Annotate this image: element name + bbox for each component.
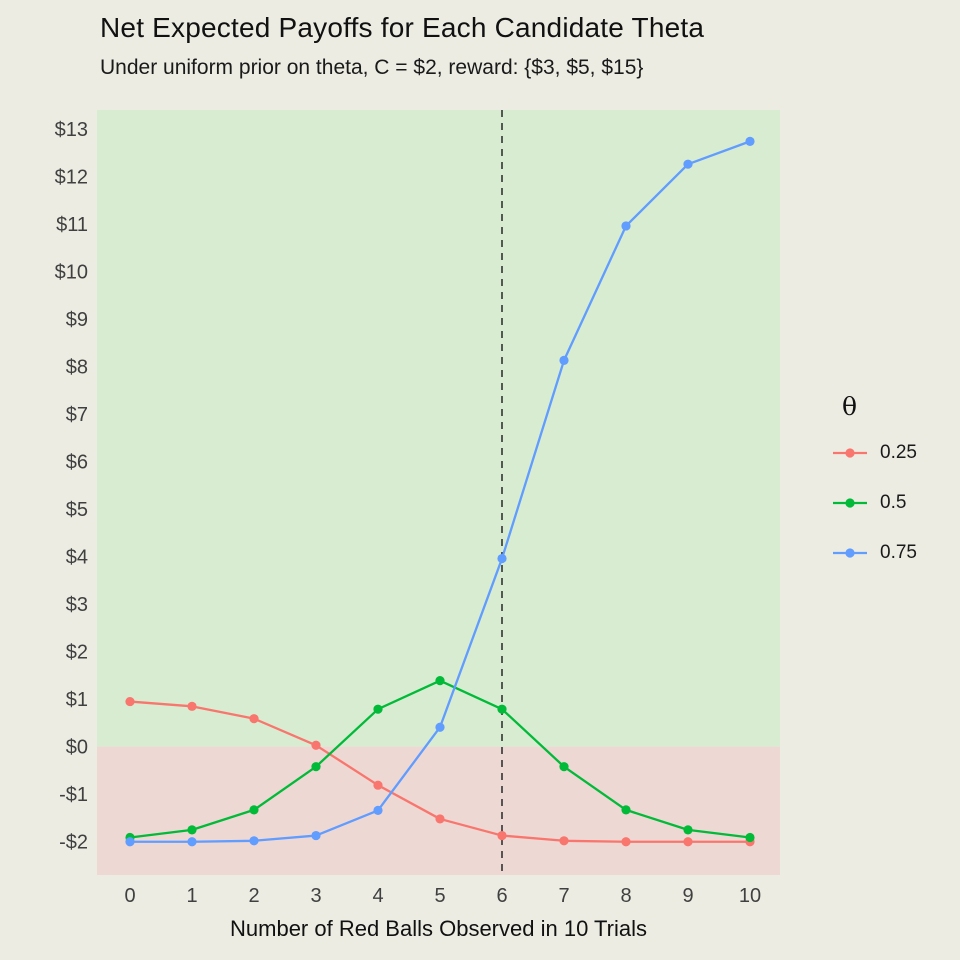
data-point xyxy=(249,714,259,724)
x-tick-label: 1 xyxy=(186,885,197,907)
x-tick-label: 10 xyxy=(739,885,761,907)
plot-background-regions xyxy=(97,110,780,875)
legend: θ 0.25 0.5 0.75 xyxy=(832,392,917,593)
legend-item: 0.5 xyxy=(832,492,917,513)
data-point xyxy=(311,830,321,841)
data-point xyxy=(497,830,507,841)
x-axis-tick-labels: 0 1 2 3 4 5 6 7 8 9 10 xyxy=(124,885,761,907)
data-point xyxy=(373,805,383,815)
data-point xyxy=(621,837,631,847)
x-tick-label: 8 xyxy=(620,885,631,907)
data-point xyxy=(187,701,197,711)
data-point xyxy=(435,676,445,686)
x-tick-label: 6 xyxy=(496,885,507,907)
y-tick-label: $3 xyxy=(66,594,88,616)
data-point xyxy=(125,696,135,707)
data-point xyxy=(745,832,755,843)
legend-key-icon xyxy=(833,548,867,558)
data-point xyxy=(683,159,693,169)
legend-items: 0.25 0.5 0.75 xyxy=(832,442,917,563)
y-tick-label: $1 xyxy=(66,689,88,711)
data-point xyxy=(187,825,197,835)
legend-item: 0.25 xyxy=(832,442,917,463)
legend-item-label: 0.25 xyxy=(880,442,917,463)
chart-subtitle: Under uniform prior on theta, C = $2, re… xyxy=(100,56,644,79)
data-point xyxy=(187,837,197,847)
data-point xyxy=(311,740,321,750)
y-tick-label: $9 xyxy=(66,309,88,331)
y-tick-label: $12 xyxy=(55,167,88,189)
x-tick-label: 3 xyxy=(310,885,321,907)
data-point xyxy=(559,355,569,366)
data-point xyxy=(497,704,507,714)
x-tick-label: 0 xyxy=(124,885,135,907)
data-point xyxy=(621,805,631,815)
y-tick-label: -$1 xyxy=(59,784,88,806)
data-point xyxy=(311,762,321,772)
data-point xyxy=(559,762,569,772)
data-point xyxy=(373,704,383,714)
data-point xyxy=(497,553,507,564)
y-tick-label: $2 xyxy=(66,642,88,664)
data-point xyxy=(435,814,445,824)
y-tick-label: $11 xyxy=(56,214,88,236)
series-lines-and-points xyxy=(125,136,755,847)
data-point xyxy=(435,722,445,732)
data-point xyxy=(125,837,135,847)
y-tick-label: $8 xyxy=(66,357,88,379)
y-tick-label: $6 xyxy=(66,452,88,474)
legend-item: 0.75 xyxy=(832,542,917,563)
x-tick-label: 4 xyxy=(372,885,383,907)
data-point xyxy=(683,837,693,847)
y-tick-label: $7 xyxy=(66,404,88,426)
legend-key-icon xyxy=(833,448,867,458)
data-point xyxy=(559,836,569,846)
legend-title: θ xyxy=(842,392,858,421)
data-point xyxy=(249,836,259,846)
y-tick-label: $4 xyxy=(66,547,88,569)
y-tick-label: $10 xyxy=(55,262,88,284)
data-point xyxy=(621,221,631,231)
x-tick-label: 5 xyxy=(434,885,445,907)
y-tick-label: $0 xyxy=(66,737,88,759)
x-tick-label: 9 xyxy=(682,885,693,907)
legend-key-icon xyxy=(833,498,867,508)
y-tick-label: -$2 xyxy=(59,832,88,854)
y-tick-label: $5 xyxy=(66,499,88,521)
x-tick-label: 2 xyxy=(248,885,259,907)
legend-item-label: 0.75 xyxy=(880,542,917,563)
data-point xyxy=(249,805,259,815)
y-tick-label: $13 xyxy=(55,119,88,141)
chart-title: Net Expected Payoffs for Each Candidate … xyxy=(100,12,705,43)
data-point xyxy=(745,136,755,146)
y-axis-tick-labels: $13 $12 $11 $10 $9 $8 $7 $6 $5 $4 $3 $2 $1 $0 -$1 -$2 xyxy=(55,119,88,854)
data-point xyxy=(683,825,693,835)
x-tick-label: 7 xyxy=(558,885,569,907)
legend-item-label: 0.5 xyxy=(880,492,907,513)
x-axis-title: Number of Red Balls Observed in 10 Trial… xyxy=(230,916,647,941)
data-point xyxy=(373,780,383,790)
